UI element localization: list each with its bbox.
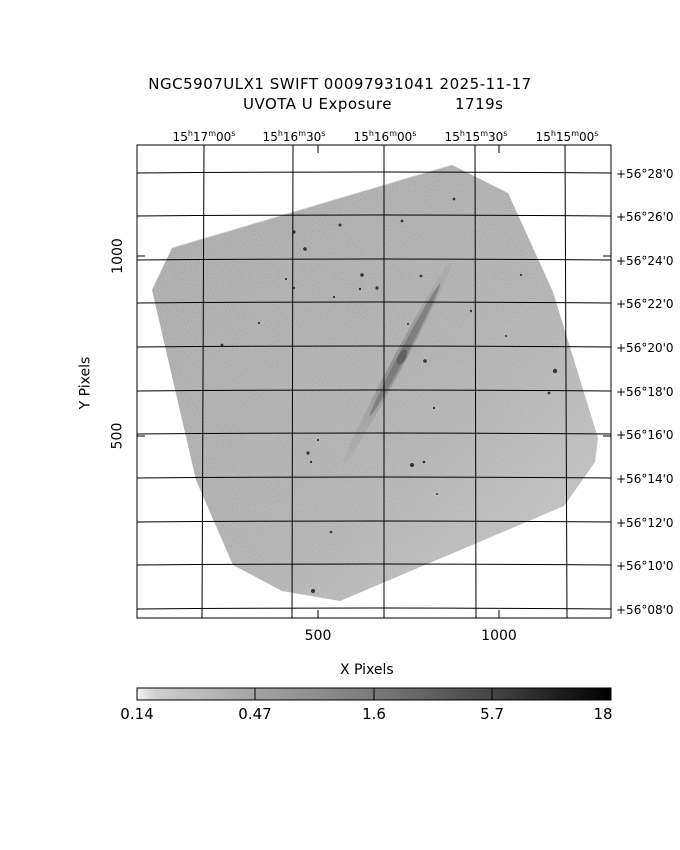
colorbar bbox=[136, 687, 612, 701]
y-tick-label: 500 bbox=[109, 422, 126, 450]
exposure-footprint bbox=[152, 165, 598, 601]
exposure-time: 1719s bbox=[455, 95, 504, 113]
dec-tick-label: +56°20'0 bbox=[616, 341, 674, 355]
dec-grid bbox=[136, 171, 612, 610]
x-tick-label: 500 bbox=[304, 628, 332, 644]
dec-tick-label: +56°28'0 bbox=[616, 167, 674, 181]
colorbar-label: 5.7 bbox=[480, 705, 504, 723]
ra-tick-label: 15h15m30s bbox=[444, 129, 508, 144]
dec-tick-label: +56°08'0 bbox=[616, 603, 674, 617]
ra-tick-label: 15h17m00s bbox=[172, 129, 236, 144]
ra-tick-label: 15h15m00s bbox=[535, 129, 599, 144]
x-axis-label: X Pixels bbox=[340, 662, 394, 678]
x-tick-label: 1000 bbox=[481, 628, 517, 644]
dec-tick-label: +56°10'0 bbox=[616, 559, 674, 573]
y-axis-label: Y Pixels bbox=[77, 356, 94, 410]
image-title: NGC5907ULX1 SWIFT 00097931041 2025-11-17 bbox=[148, 75, 532, 93]
dec-tick-label: +56°12'0 bbox=[616, 516, 674, 530]
colorbar-label: 18 bbox=[593, 705, 613, 723]
dec-tick-label: +56°26'0 bbox=[616, 210, 674, 224]
ra-grid bbox=[201, 144, 568, 619]
colorbar-label: 0.47 bbox=[238, 705, 272, 723]
galaxy-ngc5907 bbox=[343, 260, 453, 464]
plot-frame bbox=[136, 144, 612, 619]
dec-tick-label: +56°24'0 bbox=[616, 254, 674, 268]
dec-tick-label: +56°18'0 bbox=[616, 385, 674, 399]
colorbar-label: 0.14 bbox=[120, 705, 154, 723]
exposure-label: UVOTA U Exposure bbox=[243, 95, 392, 113]
dec-tick-label: +56°22'0 bbox=[616, 297, 674, 311]
ra-tick-label: 15h16m00s bbox=[353, 129, 417, 144]
dec-tick-label: +56°14'0 bbox=[616, 472, 674, 486]
ra-tick-label: 15h16m30s bbox=[262, 129, 326, 144]
dec-tick-label: +56°16'0 bbox=[616, 428, 674, 442]
colorbar-label: 1.6 bbox=[362, 705, 386, 723]
y-tick-label: 1000 bbox=[109, 238, 126, 274]
